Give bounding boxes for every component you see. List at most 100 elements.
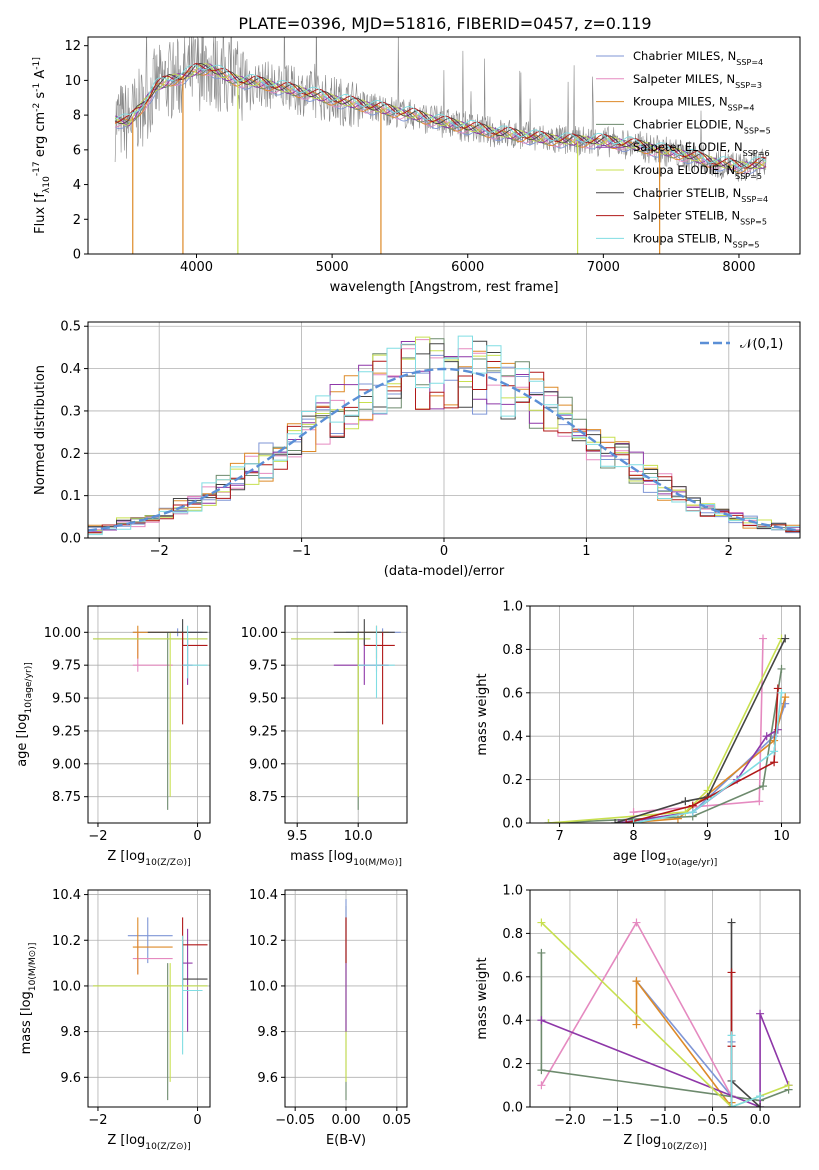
weight_vs_Z-frame [529, 889, 801, 1108]
residuals-xtick-label: −1 [292, 544, 311, 559]
weight-line-SS [625, 688, 779, 823]
residuals-ytick-label: 0.1 [60, 489, 81, 504]
mass_vs_EBV-xlabel: E(B-V) [326, 1133, 366, 1148]
weight-marker-CS [727, 918, 736, 927]
weight_vs_age-xtick-label: 9 [703, 829, 711, 844]
spectrum-ylabel: Flux [fλ10-17 erg cm-2 s-1 A-1] [32, 57, 52, 234]
weight_vs_Z-ylabel: mass weight [475, 957, 490, 1039]
data-spectrum-line [114, 37, 767, 182]
weight_vs_Z-xtick-label: 0.0 [750, 1113, 771, 1128]
weight_vs_Z-ytick-label: 0.2 [502, 1057, 523, 1072]
legend-label-SE: Salpeter ELODIE, NSSP=6 [633, 140, 770, 158]
mass_vs_Z-xtick-label: 0 [193, 1113, 201, 1128]
age_vs_Z-ytick-label: 10.00 [44, 626, 81, 641]
mass_vs_EBV-frame [284, 889, 408, 1108]
figure-title: PLATE=0396, MJD=51816, FIBERID=0457, z=0… [238, 14, 651, 33]
weight-marker-CE [537, 948, 546, 957]
weight-series-KS [727, 1031, 765, 1107]
weight-marker-KS [688, 808, 697, 817]
spectrum-xtick-label: 6000 [451, 260, 484, 275]
weight_vs_age-xlabel: age [log10(age/yr)] [613, 849, 718, 868]
spectrum-axes: 4000 5000 6000 7000 8000 0 2 4 6 8 10 12 [64, 39, 755, 275]
model-line-CS [114, 63, 767, 169]
spectrum-xtick-label: 4000 [180, 260, 213, 275]
weight_vs_Z-xtick-label: −2.0 [554, 1113, 586, 1128]
age_vs_mass-ytick-label: 9.25 [249, 724, 278, 739]
residuals-ytick-label: 0.4 [60, 362, 81, 377]
weight_vs_age-ytick-label: 0.8 [502, 643, 523, 658]
age_vs_mass-ytick-label: 10.00 [241, 626, 278, 641]
spectrum-ytick-label: 10 [64, 74, 81, 89]
weight-marker-SM [755, 797, 764, 806]
age_vs_Z-xlabel: Z [log10(Z/Z⊙)] [107, 849, 190, 868]
errorbar-KS [358, 625, 395, 699]
weight-marker-KE [784, 1081, 793, 1090]
weight-series-KE [544, 634, 786, 823]
spectrum-ytick-label: 2 [73, 213, 81, 228]
errorbar-KE [92, 632, 208, 797]
weight-line-CE [540, 952, 789, 1102]
mass_vs_Z-ytick-label: 10.0 [52, 979, 81, 994]
weight-line-CS [614, 638, 786, 823]
age_vs_mass-ytick-label: 8.75 [249, 790, 278, 805]
age_vs_Z-ytick-label: 9.50 [52, 692, 81, 707]
legend-label-SS: Salpeter STELIB, NSSP=5 [633, 209, 767, 227]
weight-marker-CS [781, 634, 790, 643]
errorbar-SE [182, 928, 193, 1032]
spectrum-legend: Chabrier MILES, NSSP=4 Salpeter MILES, NS… [596, 49, 771, 249]
weight-marker-SM [537, 1081, 546, 1090]
weight_vs_Z-ytick-label: 0.0 [502, 1101, 523, 1116]
age_vs_Z-xtick-label: −2 [88, 829, 107, 844]
errorbar-CE [92, 632, 208, 810]
weight-marker-KM [673, 814, 682, 823]
weight_vs_Z-xtick-label: −1.5 [602, 1113, 634, 1128]
weight-marker-KE [537, 918, 546, 927]
weight-marker-SS [770, 758, 779, 767]
residuals-xlabel: (data-model)/error [384, 564, 505, 579]
spectrum-xtick-label: 7000 [587, 260, 620, 275]
errorbar-SS [182, 632, 208, 725]
legend-label-CE: Chabrier ELODIE, NSSP=5 [633, 117, 771, 135]
mass_vs_Z-ylabel: mass [log10(M/M⊙)] [19, 943, 38, 1055]
age_vs_mass-ytick-label: 9.00 [249, 757, 278, 772]
spectrum-ytick-label: 6 [73, 143, 81, 158]
weight-marker-KS [770, 747, 779, 756]
mass_vs_Z-axes: −2 0 9.6 9.8 10.0 10.2 10.4 [52, 888, 210, 1128]
age_vs_Z-xtick-label: 0 [193, 829, 201, 844]
weight_vs_Z-ytick-label: 0.6 [502, 970, 523, 985]
weight-marker-CS [681, 797, 690, 806]
mass_vs_EBV-ytick-label: 10.0 [249, 979, 278, 994]
errorbar-SM [132, 940, 173, 975]
mass_vs_Z-ytick-label: 10.2 [52, 934, 81, 949]
weight-marker-KS [756, 1092, 765, 1101]
residuals-xtick-label: 0 [440, 544, 448, 559]
residuals-frame [87, 321, 801, 539]
weight_vs_age-ytick-label: 0.6 [502, 686, 523, 701]
errorbar-KS [182, 935, 203, 1055]
weight-marker-CE [777, 664, 786, 673]
mass_vs_EBV-xtick-label: 0.00 [332, 1113, 361, 1128]
weight-marker-SE [614, 819, 623, 823]
weight-marker-SM [759, 634, 768, 643]
age_vs_mass-xtick-label: 10.0 [344, 829, 373, 844]
weight-line-SM [633, 638, 764, 813]
weight_vs_age-ytick-label: 0.0 [502, 817, 523, 832]
errorbar-CS [333, 619, 395, 646]
spectrum-ytick-label: 8 [73, 109, 81, 124]
weight-marker-KE [681, 808, 690, 817]
weight-series-SM [629, 634, 768, 817]
weight_vs_age-ytick-label: 1.0 [502, 600, 523, 615]
weight-marker-KS [629, 819, 638, 823]
residuals-ytick-label: 0.5 [60, 320, 81, 335]
normal-curve [88, 367, 800, 532]
legend-label-CM: Chabrier MILES, NSSP=4 [633, 49, 763, 67]
age_vs_mass-ytick-label: 9.50 [249, 692, 278, 707]
weight-marker-KM [770, 736, 779, 745]
weight-line-KE [540, 921, 789, 1107]
spectrum-xtick-label: 5000 [316, 260, 349, 275]
weight_vs_age-ylabel: mass weight [475, 673, 490, 755]
mass_vs_EBV-ytick-label: 10.2 [249, 934, 278, 949]
spectrum-xlabel: wavelength [Angstrom, rest frame] [330, 280, 559, 295]
weight-series-KM [622, 693, 790, 823]
